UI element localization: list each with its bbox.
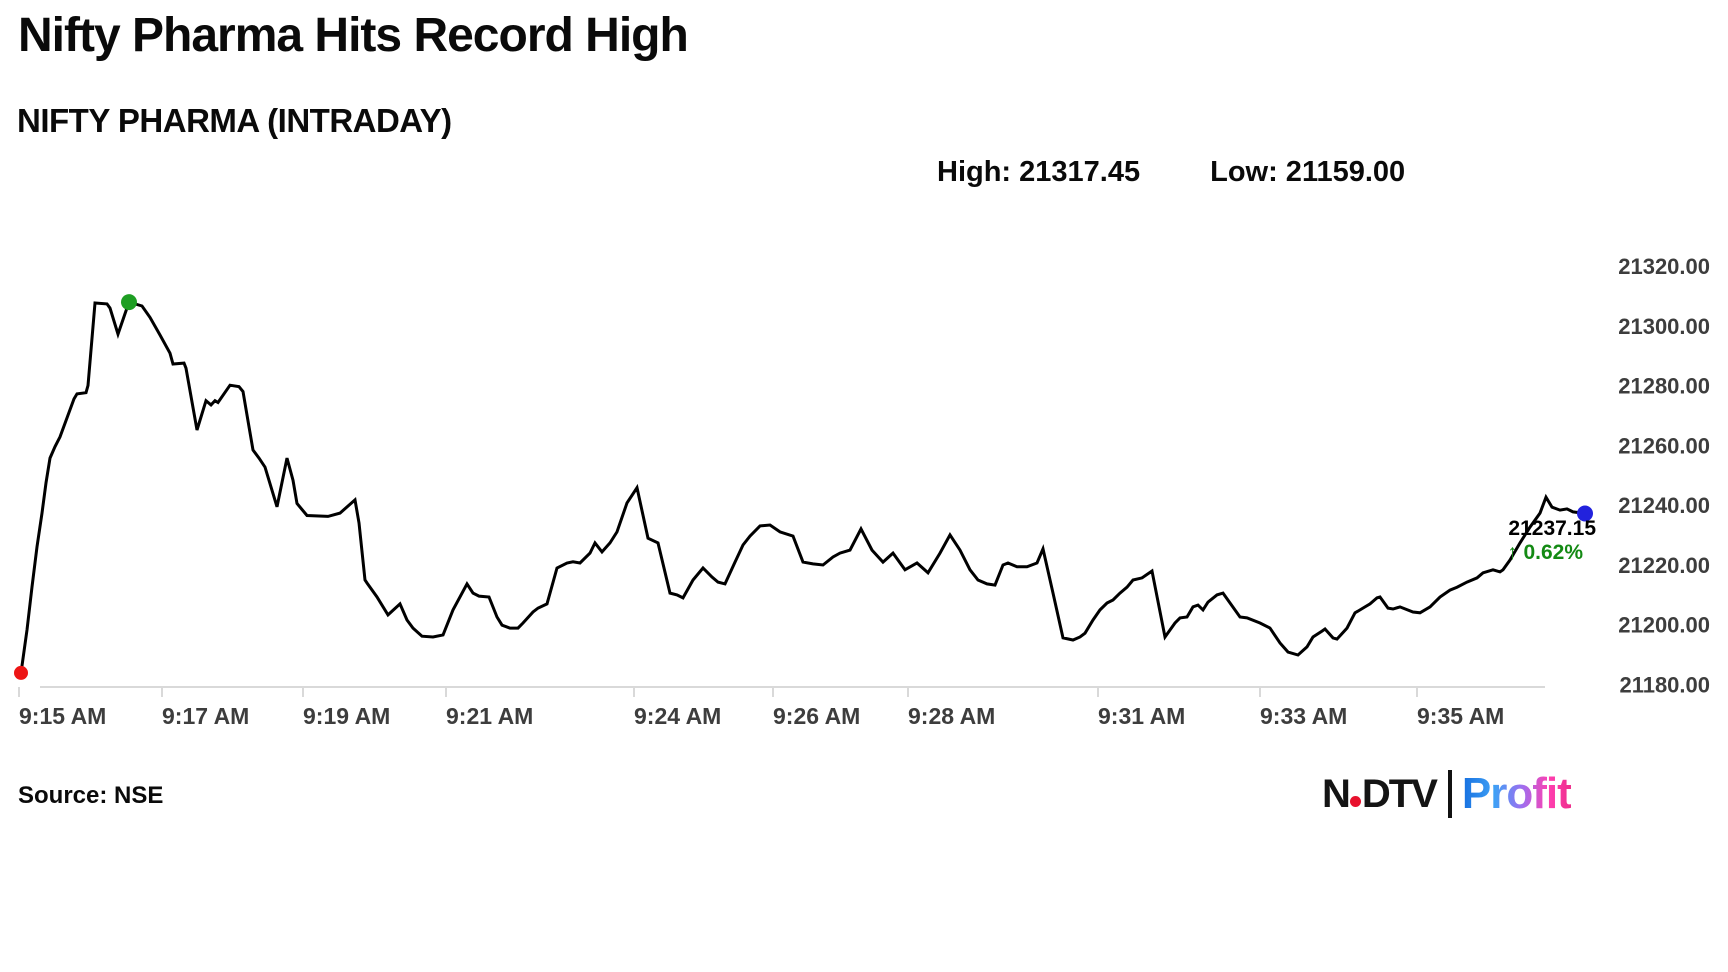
x-axis-label: 9:26 AM — [773, 703, 860, 729]
y-axis-label: 21240.00 — [1618, 493, 1710, 518]
x-axis-label: 9:24 AM — [634, 703, 721, 729]
ndtv-wordmark: N DTV — [1322, 771, 1438, 817]
profit-wordmark: Profit — [1461, 769, 1572, 818]
up-arrow-icon: ↑ — [1507, 541, 1518, 564]
y-axis-label: 21220.00 — [1618, 553, 1710, 578]
ndtv-letter-n: N — [1322, 771, 1351, 816]
x-axis-label: 9:28 AM — [908, 703, 995, 729]
y-axis-label: 21280.00 — [1618, 374, 1710, 399]
last-price-dot — [1577, 505, 1593, 522]
day-high-value: High: 21317.45 — [937, 156, 1141, 188]
x-axis-label: 9:19 AM — [303, 703, 390, 729]
ndtv-letters-dtv: DTV — [1361, 771, 1438, 816]
logo-separator — [1447, 770, 1452, 818]
x-axis-label: 9:21 AM — [446, 703, 533, 729]
y-axis-label: 21180.00 — [1619, 672, 1710, 697]
ndtv-profit-logo: N DTV Profit — [1322, 768, 1572, 820]
chart-subtitle: NIFTY PHARMA (INTRADAY) — [17, 102, 452, 139]
y-axis-label: 21320.00 — [1618, 254, 1710, 279]
x-axis-label: 9:17 AM — [162, 703, 249, 729]
last-price-label: 21237.15 — [1508, 517, 1596, 540]
change-percent-label: ↑ 0.62% — [1507, 541, 1583, 565]
x-axis-label: 9:15 AM — [19, 703, 106, 729]
change-percent-value: 0.62% — [1523, 541, 1583, 564]
open-low-dot — [14, 665, 28, 680]
x-axis-label: 9:33 AM — [1260, 703, 1347, 729]
x-axis-label: 9:31 AM — [1098, 703, 1185, 729]
day-high-dot — [121, 294, 137, 311]
y-axis-label: 21260.00 — [1618, 433, 1710, 458]
price-line — [19, 300, 1587, 675]
x-axis-label: 9:35 AM — [1417, 703, 1504, 729]
y-axis-label: 21200.00 — [1618, 613, 1710, 638]
high-low-row: High: 21317.45 Low: 21159.00 — [937, 156, 1405, 189]
page-title: Nifty Pharma Hits Record High — [18, 9, 689, 62]
y-axis-label: 21300.00 — [1618, 314, 1710, 339]
ndtv-red-dot-icon — [1349, 795, 1361, 807]
source-attribution: Source: NSE — [18, 782, 164, 809]
day-low-value: Low: 21159.00 — [1210, 156, 1406, 188]
